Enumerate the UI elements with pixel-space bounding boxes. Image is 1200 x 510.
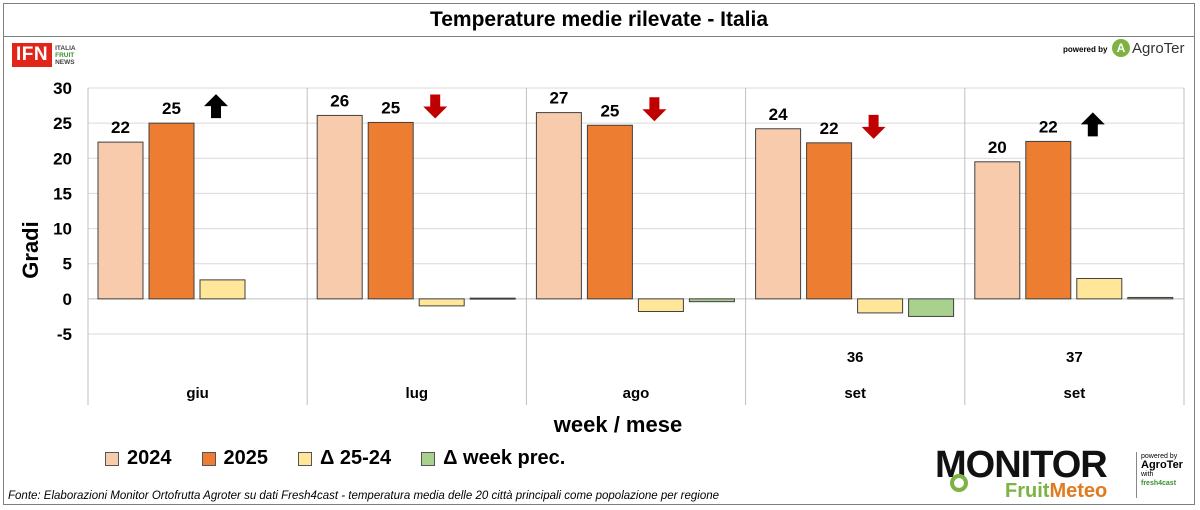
x-month-label: lug [406, 385, 429, 402]
bar-week-prev [469, 297, 516, 300]
data-label-2025: 25 [162, 99, 181, 118]
y-tick-label: 15 [53, 184, 72, 203]
magnifier-icon [950, 474, 968, 492]
legend-swatch-2024 [105, 451, 119, 466]
arrow-down-icon [861, 114, 886, 139]
bar-2025 [148, 122, 195, 300]
legend-swatch-2025 [201, 451, 216, 466]
legend-swatch-delta [298, 451, 312, 466]
legend-label-delta: Δ 25-24 [320, 447, 392, 469]
agroter-leaf-icon: A [1112, 39, 1130, 57]
data-label-2025: 25 [381, 98, 400, 117]
data-label-2024: 22 [111, 118, 130, 137]
y-tick-label: 10 [53, 220, 72, 239]
x-week-label: 37 [1066, 349, 1083, 366]
bar-2025 [1025, 140, 1072, 300]
bar-week-prev [688, 298, 735, 303]
legend-label-week-prev: Δ week prec. [443, 447, 566, 469]
legend-item-delta: Δ 25-24 [298, 447, 391, 470]
bar-2024 [535, 112, 582, 300]
bar-delta [1076, 277, 1123, 300]
x-week-label: 36 [847, 349, 864, 366]
monitor-powered-block: powered by AgroTer with fresh4cast [1141, 453, 1183, 487]
bar-2024 [974, 161, 1021, 300]
legend-item-week-prev: Δ week prec. [421, 447, 565, 470]
data-label-2025: 22 [820, 119, 839, 138]
legend-label-2025: 2025 [223, 447, 269, 469]
y-tick-label: 30 [53, 79, 72, 98]
bar-week-prev [1127, 296, 1174, 300]
ifn-logo: IFN ITALIA FRUIT NEWS [12, 42, 76, 68]
bar-2024 [755, 128, 802, 300]
chart-legend: 2024 2025 Δ 25-24 Δ week prec. [105, 447, 595, 470]
bar-delta [199, 279, 246, 300]
bar-delta [857, 298, 904, 314]
data-label-2024: 26 [330, 91, 349, 110]
arrow-down-icon [423, 94, 448, 119]
legend-label-2024: 2024 [127, 447, 172, 469]
legend-swatch-week-prev [421, 451, 436, 466]
arrow-up-icon [1080, 112, 1105, 137]
data-label-2024: 27 [549, 89, 568, 108]
y-tick-label: 0 [63, 290, 72, 309]
x-axis-label: week / mese [553, 412, 682, 437]
data-label-2024: 20 [988, 138, 1007, 157]
arrow-up-icon [204, 94, 228, 119]
powered-by-text: powered by [1063, 45, 1108, 54]
bar-delta [418, 298, 465, 307]
y-tick-label: 25 [53, 114, 72, 133]
bar-2025 [367, 121, 414, 300]
agroter-logo-text: AgroTer [1132, 39, 1185, 57]
x-month-label: giu [186, 385, 209, 402]
chart-title: Temperature medie rilevate - Italia [4, 4, 1194, 37]
y-axis-label: Gradi [18, 221, 43, 278]
x-month-label: set [844, 385, 866, 402]
y-tick-label: 20 [53, 149, 72, 168]
x-month-label: set [1064, 385, 1086, 402]
x-month-label: ago [623, 385, 650, 402]
bar-2025 [586, 124, 633, 300]
data-label-2024: 24 [769, 105, 788, 124]
arrow-down-icon [642, 97, 667, 122]
ifn-logo-text: ITALIA FRUIT NEWS [55, 44, 76, 66]
bar-week-prev [908, 298, 955, 317]
ifn-logo-mark: IFN [12, 43, 53, 67]
fruitmeteo-logo-text: FruitMeteo [1005, 480, 1108, 502]
bar-2024 [97, 141, 144, 300]
y-tick-label: -5 [57, 325, 72, 344]
source-note: Fonte: Elaborazioni Monitor Ortofrutta A… [8, 490, 720, 502]
data-label-2025: 25 [600, 101, 619, 120]
bar-delta [637, 298, 684, 313]
legend-item-2025: 2025 [201, 447, 269, 470]
bar-2025 [806, 142, 853, 300]
logo-divider [1136, 452, 1137, 498]
legend-item-2024: 2024 [105, 447, 172, 470]
agroter-logo: A AgroTer [1112, 39, 1185, 57]
chart-frame [3, 3, 1195, 505]
y-tick-label: 5 [63, 255, 72, 274]
monitor-fruitmeteo-logo: MONITOR FruitMeteo [935, 446, 1108, 502]
bar-2024 [316, 114, 363, 300]
data-label-2025: 22 [1039, 117, 1058, 136]
